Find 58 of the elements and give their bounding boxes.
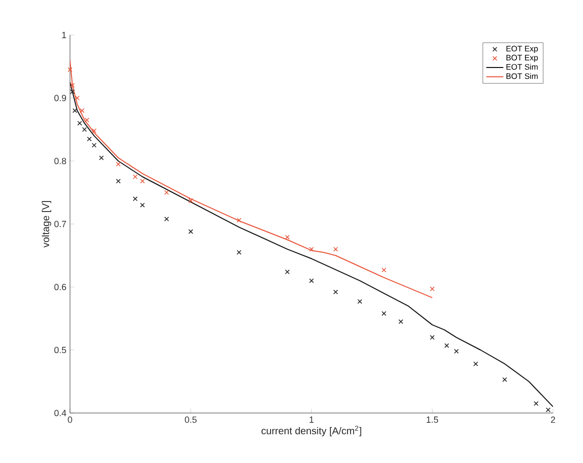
point: [236, 250, 242, 255]
point: [333, 290, 338, 294]
point: [132, 196, 138, 202]
point: [140, 178, 145, 184]
point: [236, 218, 242, 223]
point: [70, 83, 75, 88]
x-tick-label: 0.5: [184, 416, 197, 423]
point: [333, 246, 338, 252]
point: [444, 343, 450, 348]
point: [164, 190, 169, 195]
y-axis-title: voltage [V]: [42, 201, 52, 248]
x-tick-label: 0: [68, 416, 72, 423]
point: [77, 120, 82, 126]
point: [70, 89, 75, 94]
x-tick-label: 2: [550, 416, 556, 423]
y-tick-label: 0.9: [54, 94, 66, 102]
point: [534, 401, 538, 406]
point: [92, 142, 97, 148]
point: [382, 311, 386, 316]
point: [84, 118, 90, 122]
y-tick-label: 0.5: [54, 346, 66, 354]
point: [82, 127, 87, 132]
point: [74, 96, 80, 100]
x-tick-label: 1.5: [426, 416, 438, 423]
point: [309, 246, 314, 252]
point: [99, 155, 104, 160]
point: [473, 361, 478, 366]
point: [430, 286, 435, 292]
y-tick-label: 0.6: [54, 284, 66, 290]
point: [284, 234, 290, 240]
point: [546, 407, 551, 412]
point: [80, 108, 84, 113]
point: [68, 67, 72, 72]
point: [132, 174, 138, 180]
point: [92, 128, 97, 134]
point: [116, 178, 121, 184]
line-series: [70, 60, 433, 298]
point: [454, 348, 459, 354]
point: [140, 202, 145, 208]
y-tick-label: 0.8: [54, 158, 66, 164]
point: [382, 268, 386, 272]
x-tick-label: 1: [310, 416, 314, 423]
point: [86, 136, 92, 142]
point: [116, 162, 121, 167]
y-tick-label: 1: [62, 32, 66, 38]
y-tick-label: 0.4: [54, 410, 66, 416]
point: [398, 319, 404, 324]
point: [188, 229, 194, 234]
x-axis-title: current density [A/cm$^{2}$]: [262, 426, 362, 436]
point: [164, 216, 169, 222]
point: [284, 270, 290, 274]
point: [72, 108, 78, 113]
point: [502, 377, 508, 382]
point: [309, 278, 314, 284]
y-tick-label: 0.7: [54, 220, 66, 228]
point: [357, 299, 362, 304]
point: [430, 335, 435, 340]
point: [188, 198, 194, 204]
